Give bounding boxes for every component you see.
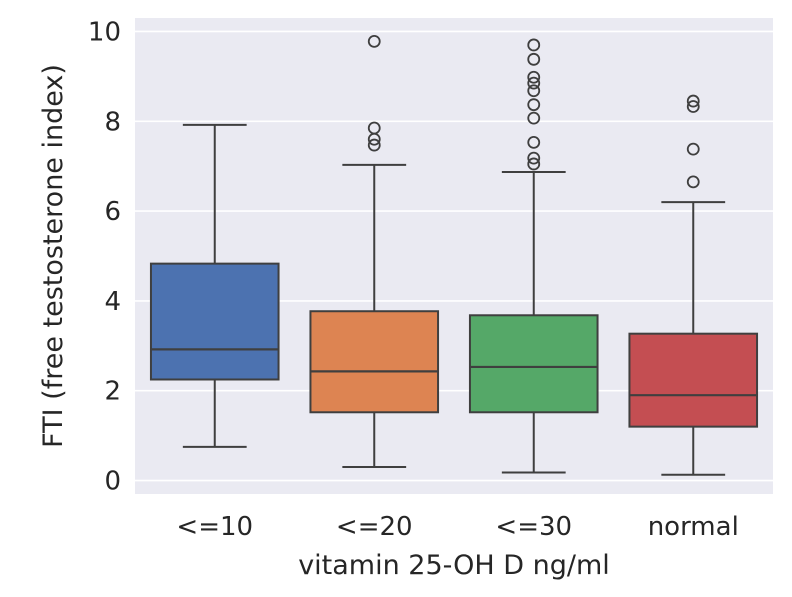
x-axis-ticks: <=10 <=20 <=30 normal bbox=[176, 512, 738, 542]
group-4-outlier-2 bbox=[686, 142, 700, 156]
group-3-outlier-4 bbox=[527, 111, 541, 125]
group-3-outlier-7 bbox=[527, 76, 541, 90]
y-tick-label-6: 6 bbox=[104, 197, 121, 227]
group-2-outlier-3 bbox=[367, 121, 381, 135]
y-tick-label-4: 4 bbox=[104, 287, 121, 317]
group-4-box-plot bbox=[628, 94, 759, 476]
x-tick-label-group-1: <=10 bbox=[176, 512, 253, 542]
group-3-outlier-2 bbox=[527, 151, 541, 165]
group-3-outlier-6 bbox=[527, 84, 541, 98]
group-3-outlier-9 bbox=[527, 52, 541, 66]
x-axis-label: vitamin 25-OH D ng/ml bbox=[298, 550, 610, 581]
group-3-box-plot bbox=[468, 38, 599, 474]
y-tick-label-2: 2 bbox=[104, 377, 121, 407]
group-1-box bbox=[149, 262, 280, 381]
x-tick-label-group-2: <=20 bbox=[336, 512, 413, 542]
group-3-outlier-5 bbox=[527, 98, 541, 112]
y-tick-label-10: 10 bbox=[88, 17, 121, 47]
group-1-box-plot bbox=[149, 123, 280, 448]
y-axis-ticks: 0 2 4 6 8 10 bbox=[88, 17, 121, 496]
group-3-outlier-10 bbox=[527, 38, 541, 52]
x-tick-label-group-4: normal bbox=[648, 512, 739, 542]
group-2-box bbox=[309, 310, 440, 414]
group-3-outlier-3 bbox=[527, 135, 541, 149]
group-3-box bbox=[468, 314, 599, 414]
group-4-box bbox=[628, 332, 759, 428]
group-3-outlier-8 bbox=[527, 70, 541, 84]
group-4-outlier-1 bbox=[686, 175, 700, 189]
group-4-outlier-4 bbox=[686, 94, 700, 108]
group-3-outlier-1 bbox=[527, 157, 541, 171]
x-tick-label-group-3: <=30 bbox=[495, 512, 572, 542]
y-axis-label: FTI (free testosterone index) bbox=[38, 64, 69, 448]
y-tick-label-0: 0 bbox=[104, 467, 121, 497]
box-series bbox=[149, 34, 759, 476]
group-2-outlier-4 bbox=[367, 34, 381, 48]
y-tick-label-8: 8 bbox=[104, 107, 121, 137]
group-2-box-plot bbox=[309, 34, 440, 469]
group-4-outlier-3 bbox=[686, 100, 700, 113]
group-2-outlier-1 bbox=[367, 138, 381, 152]
